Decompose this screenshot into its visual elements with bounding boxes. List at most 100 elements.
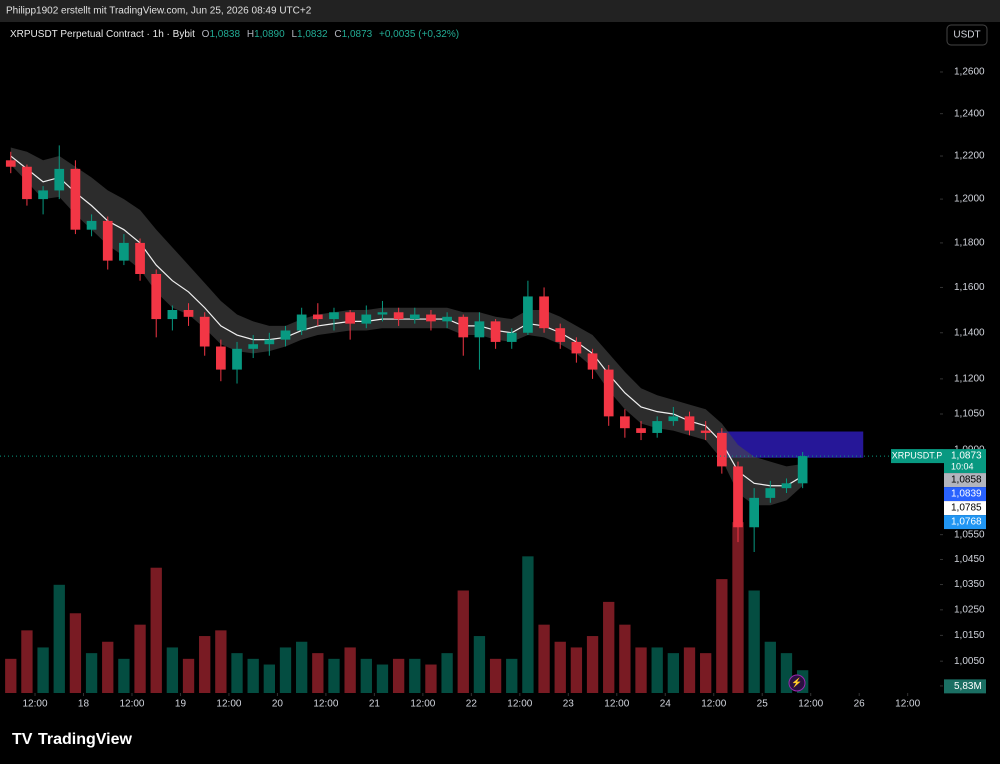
volume-bar bbox=[166, 647, 179, 693]
y-tick-label: 1,0150 bbox=[954, 630, 985, 641]
ohlc-key: C bbox=[334, 29, 341, 40]
x-tick-label: 12:00 bbox=[22, 699, 47, 710]
volume-bar bbox=[683, 647, 696, 693]
volume-bar bbox=[53, 584, 65, 693]
price-tag-countdown: 10:04 bbox=[951, 461, 974, 471]
x-tick-label: 12:00 bbox=[119, 699, 144, 710]
currency-label[interactable]: USDT bbox=[953, 30, 980, 41]
candle-body bbox=[555, 328, 566, 342]
x-tick-label: 26 bbox=[854, 699, 866, 710]
candle-body bbox=[70, 168, 81, 230]
x-tick-label: 12:00 bbox=[216, 699, 241, 710]
candle-body bbox=[5, 160, 16, 167]
symbol-tag-bg bbox=[891, 449, 944, 464]
logo-mark: TV bbox=[12, 731, 33, 748]
candle-body bbox=[603, 369, 614, 417]
volume-bar bbox=[441, 653, 453, 693]
candle-body bbox=[765, 488, 776, 498]
volume-tag-label: 5,83M bbox=[954, 681, 982, 692]
candle-body bbox=[312, 314, 323, 320]
price-tag-bg bbox=[944, 473, 986, 488]
candle-body bbox=[151, 273, 162, 320]
ohlc-value: 1,0832 bbox=[297, 29, 328, 40]
candle-body bbox=[296, 314, 307, 331]
volume-bar bbox=[182, 658, 195, 693]
x-tick-label: 12:00 bbox=[798, 699, 823, 710]
symbol-tag: XRPUSDT.P bbox=[892, 450, 943, 460]
x-tick-label: 19 bbox=[175, 699, 187, 710]
y-tick-label: 1,0050 bbox=[954, 656, 985, 667]
volume-bar bbox=[667, 653, 680, 693]
candle-body bbox=[668, 416, 679, 422]
volume-bar bbox=[344, 647, 356, 693]
candle-body bbox=[523, 296, 533, 333]
price-tag-label: 1,0839 bbox=[951, 489, 982, 500]
x-tick-label: 12:00 bbox=[507, 699, 532, 710]
candle-body bbox=[280, 330, 291, 340]
candle-body bbox=[216, 346, 226, 370]
chart-layer: 1,2600 1,2400 1,2200 1,2000 1,1800 1,1600 1,14… bbox=[0, 67, 986, 710]
header-text: Philipp1902 erstellt mit TradingView.com… bbox=[6, 6, 312, 17]
candle-body bbox=[571, 341, 582, 354]
x-tick-label: 22 bbox=[466, 699, 478, 710]
volume-bar bbox=[635, 647, 647, 693]
volume-bar bbox=[506, 658, 518, 693]
price-tag-label: 1,0785 bbox=[951, 503, 982, 514]
candle-body bbox=[797, 456, 808, 484]
y-tick-label: 1,1400 bbox=[954, 327, 985, 338]
currency-button[interactable] bbox=[946, 24, 988, 46]
price-tag-bg bbox=[944, 487, 986, 502]
candle-body bbox=[409, 314, 420, 320]
ohlc-key: O bbox=[202, 29, 210, 40]
y-tick-label: 1,2400 bbox=[954, 108, 985, 119]
candle-body bbox=[135, 242, 145, 274]
brand: TradingView bbox=[38, 731, 133, 748]
candle-body bbox=[119, 242, 129, 261]
volume-bar bbox=[700, 653, 712, 693]
candle-body bbox=[716, 432, 727, 467]
y-tick-label: 1,2200 bbox=[954, 151, 985, 162]
volume-bar bbox=[489, 658, 502, 693]
x-tick-label: 12:00 bbox=[410, 699, 435, 710]
volume-bar bbox=[603, 601, 615, 693]
candle-body bbox=[183, 310, 194, 317]
x-tick-label: 24 bbox=[660, 699, 672, 710]
x-tick-label: 18 bbox=[78, 699, 90, 710]
footer: TV TradingView bbox=[12, 731, 133, 748]
price-tag-label: 1,0873 bbox=[951, 451, 982, 462]
candle-body bbox=[345, 312, 355, 324]
candle-body bbox=[458, 316, 469, 338]
candle-body bbox=[264, 339, 275, 345]
ohlc-value: 1,0838 bbox=[209, 29, 240, 40]
volume-bar bbox=[780, 653, 793, 693]
y-tick-label: 1,1600 bbox=[954, 282, 985, 293]
legend: XRPUSDT Perpetual Contract · 1h · Bybit … bbox=[10, 29, 459, 40]
candle-body bbox=[86, 220, 97, 230]
volume-bar bbox=[231, 653, 243, 693]
volume-bar bbox=[279, 647, 292, 693]
volume-bar bbox=[102, 641, 114, 693]
volume-bar bbox=[247, 658, 259, 693]
y-tick-label: 1,1200 bbox=[954, 374, 985, 385]
ema-band bbox=[10, 147, 803, 506]
change: +0,0035 (+0,32%) bbox=[379, 29, 459, 40]
alert-icon[interactable] bbox=[788, 674, 806, 692]
y-tick-label: 1,0250 bbox=[954, 604, 985, 615]
volume-bar bbox=[328, 658, 340, 693]
volume-bar bbox=[473, 636, 486, 693]
volume-bar bbox=[199, 636, 211, 693]
volume-bar bbox=[134, 624, 146, 693]
y-tick-label: 1,2600 bbox=[954, 67, 985, 78]
candle-body bbox=[442, 316, 452, 322]
candle-body bbox=[361, 314, 372, 324]
candle-body bbox=[781, 483, 792, 489]
volume-bar bbox=[538, 624, 550, 693]
volume-bar bbox=[69, 613, 82, 693]
volume-bar bbox=[619, 624, 631, 693]
x-tick-label: 20 bbox=[272, 699, 284, 710]
volume-bar bbox=[522, 556, 534, 693]
ohlc-value: 1,0873 bbox=[342, 29, 373, 40]
candle-body bbox=[102, 220, 113, 261]
